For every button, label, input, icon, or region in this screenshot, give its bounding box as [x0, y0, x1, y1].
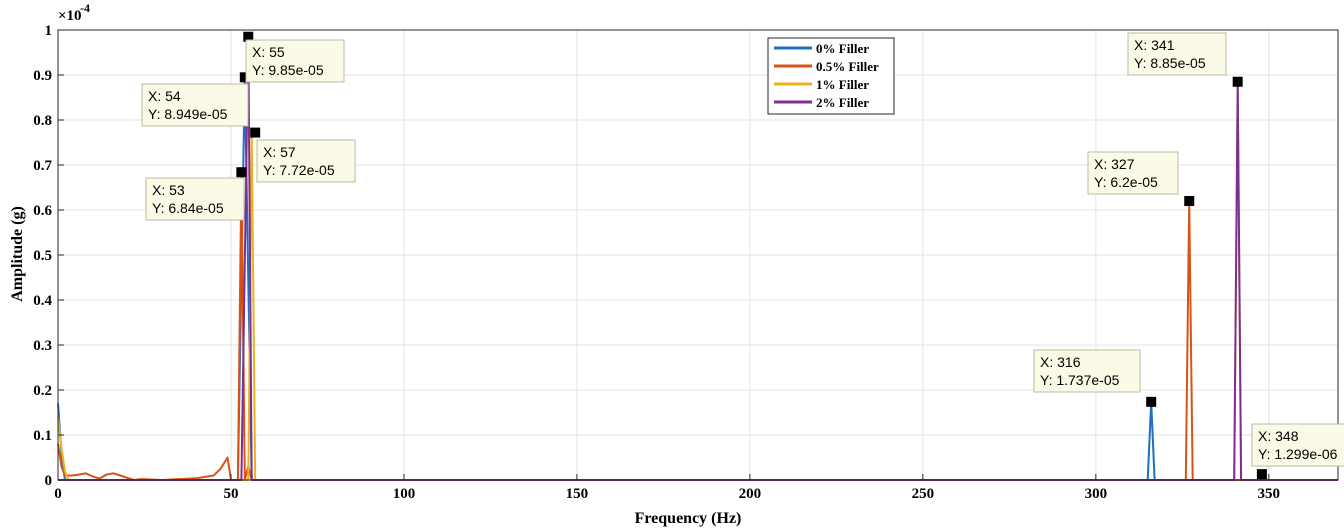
datatip-box [256, 139, 356, 183]
series-group [57, 35, 1338, 481]
series-line-0 [57, 76, 1338, 481]
legend-label-0: 0% Filler [816, 41, 869, 56]
datatip-marker-7 [1256, 469, 1267, 480]
datatip-box [1087, 151, 1179, 195]
x-tick-label: 100 [393, 486, 416, 502]
y-tick-label: 0 [45, 473, 53, 489]
y-axis-label: Amplitude (g) [9, 206, 26, 302]
legend: 0% Filler 0.5% Filler 1% Filler 2% Fille… [767, 37, 895, 115]
x-tick-label: 250 [912, 486, 935, 502]
datatip-7: X: 348 Y: 1.299e-06 [1251, 423, 1344, 467]
y-tick-label: 0.4 [33, 293, 52, 309]
tooltip-group: X: 54 Y: 8.949e-05 X: 55 Y: 9.85e-05 X: 57 Y:… [141, 32, 1344, 467]
datatip-marker-0 [239, 72, 250, 83]
datatip-6: X: 316 Y: 1.737e-05 [1033, 349, 1141, 393]
datatip-x-label: X: 327 [1094, 156, 1135, 172]
y-tick-label: 0.8 [33, 113, 52, 129]
x-tick-label: 50 [223, 486, 238, 502]
datatip-marker-6 [1146, 396, 1157, 407]
datatip-box [145, 177, 245, 221]
y-exponent-base: ×10 [58, 8, 82, 24]
datatip-box [1251, 423, 1344, 467]
datatip-4: X: 327 Y: 6.2e-05 [1087, 151, 1179, 195]
datatip-y-label: Y: 1.737e-05 [1040, 372, 1120, 388]
datatip-y-label: Y: 1.299e-06 [1258, 446, 1338, 462]
legend-label-3: 2% Filler [816, 95, 869, 110]
datatip-1: X: 55 Y: 9.85e-05 [245, 39, 345, 83]
datatip-marker-4 [1184, 196, 1195, 206]
datatip-x-label: X: 348 [1258, 428, 1299, 444]
datatip-x-label: X: 54 [148, 88, 181, 104]
y-tick-label: 0.7 [33, 158, 52, 174]
datatip-marker-5 [1232, 76, 1243, 87]
datatip-x-label: X: 55 [252, 44, 285, 60]
datatip-y-label: Y: 8.85e-05 [1134, 55, 1206, 71]
datatip-marker-2 [250, 127, 261, 138]
legend-label-2: 1% Filler [816, 77, 869, 92]
y-tick-label: 0.1 [33, 428, 52, 444]
datatip-x-label: X: 57 [263, 144, 296, 160]
tick-group: 0 50 100 150 200 250 300 350 0 0.1 0.2 0.3 0.4 0.5 0.6… [33, 23, 1280, 502]
x-tick-label: 350 [1258, 486, 1281, 502]
datatip-3: X: 53 Y: 6.84e-05 [145, 177, 245, 221]
y-tick-label: 1 [45, 23, 53, 39]
marker-group [236, 31, 1267, 480]
datatip-y-label: Y: 7.72e-05 [263, 162, 335, 178]
datatip-x-label: X: 316 [1040, 354, 1081, 370]
x-tick-label: 150 [566, 486, 589, 502]
y-tick-label: 0.6 [33, 203, 52, 219]
datatip-marker-3 [236, 167, 247, 178]
y-tick-label: 0.9 [33, 68, 52, 84]
datatip-0: X: 54 Y: 8.949e-05 [141, 83, 249, 127]
datatip-box [245, 39, 345, 83]
x-tick-label: 300 [1085, 486, 1108, 502]
datatip-marker-1 [243, 31, 254, 42]
y-tick-label: 0.3 [33, 338, 52, 354]
datatip-x-label: X: 53 [152, 182, 185, 198]
datatip-box [1033, 349, 1141, 393]
datatip-2: X: 57 Y: 7.72e-05 [256, 139, 356, 183]
y-tick-label: 0.2 [33, 383, 52, 399]
legend-label-1: 0.5% Filler [816, 59, 879, 74]
datatip-y-label: Y: 8.949e-05 [148, 106, 228, 122]
y-exponent-power: -4 [80, 1, 90, 15]
datatip-x-label: X: 341 [1134, 37, 1175, 53]
datatip-y-label: Y: 6.2e-05 [1094, 174, 1158, 190]
x-tick-label: 0 [54, 486, 62, 502]
datatip-5: X: 341 Y: 8.85e-05 [1127, 32, 1227, 76]
x-axis-label: Frequency (Hz) [635, 510, 742, 527]
y-tick-label: 0.5 [33, 248, 52, 264]
datatip-y-label: Y: 6.84e-05 [152, 200, 224, 216]
x-tick-label: 200 [739, 486, 762, 502]
datatip-box [1127, 32, 1227, 76]
datatip-y-label: Y: 9.85e-05 [252, 62, 324, 78]
datatip-box [141, 83, 249, 127]
